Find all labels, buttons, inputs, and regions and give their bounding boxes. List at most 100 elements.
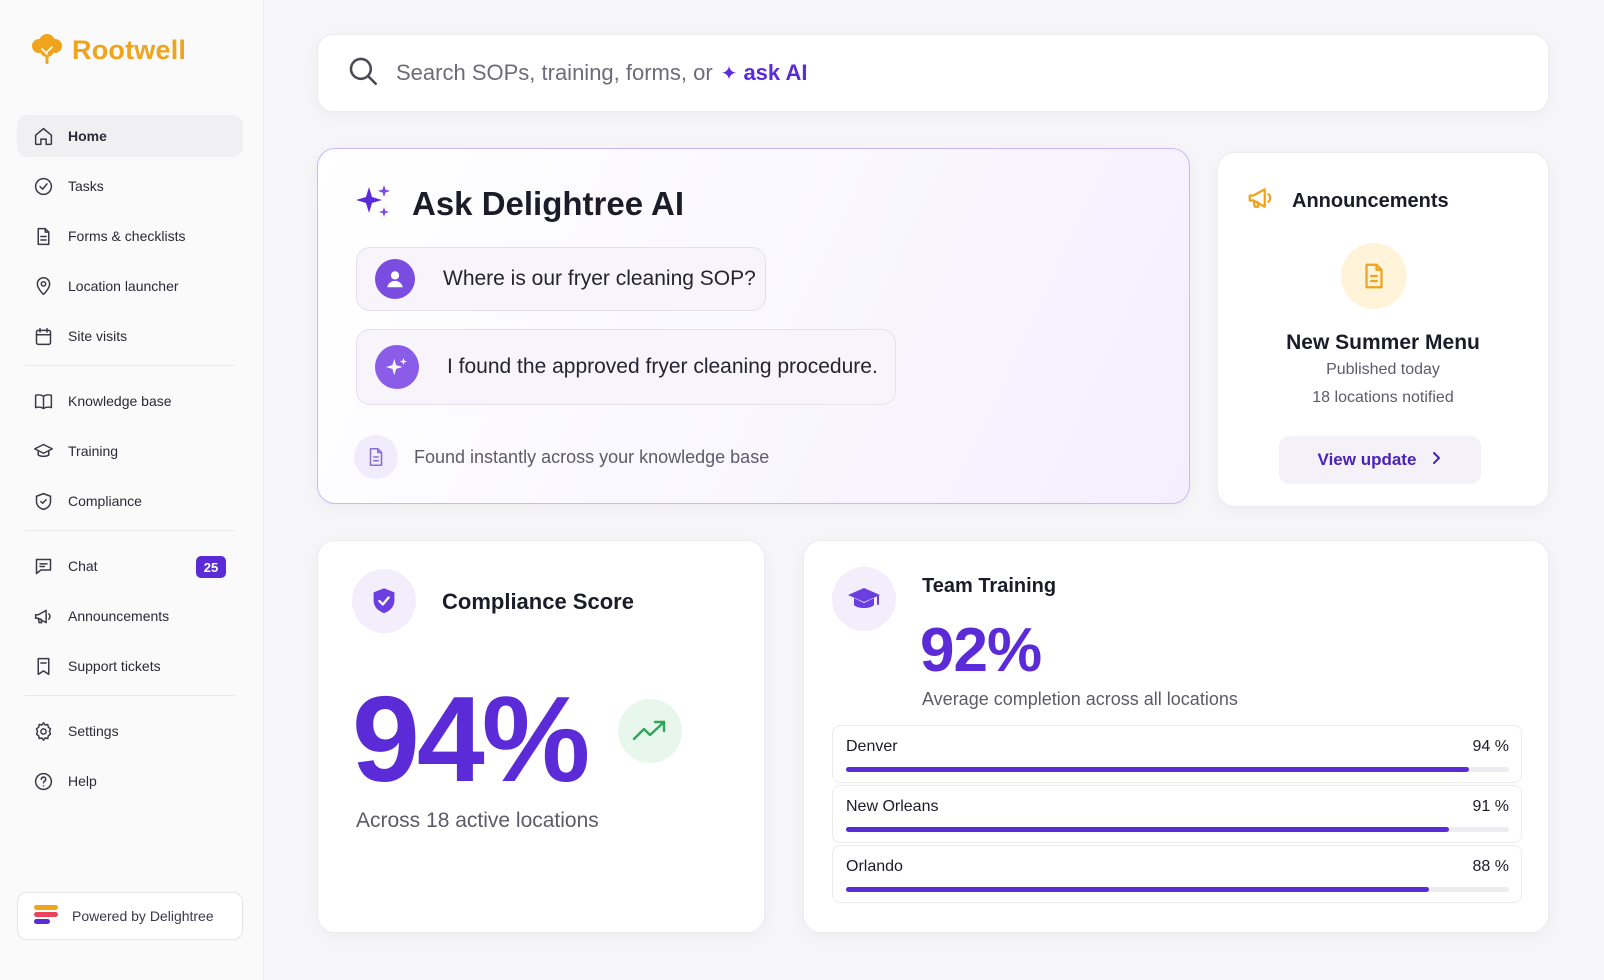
- sidebar-item-label: Help: [68, 773, 97, 789]
- help-circle-icon: [32, 770, 54, 792]
- sidebar-item-label: Forms & checklists: [68, 228, 186, 244]
- location-percent: 88 %: [1472, 858, 1509, 875]
- sidebar-item-training[interactable]: Training: [17, 430, 243, 472]
- training-average-value: 92%: [920, 616, 1042, 685]
- sidebar-item-label: Site visits: [68, 328, 128, 344]
- announcements-card: Announcements New Summer Menu Published …: [1217, 152, 1549, 507]
- progress-fill: [846, 767, 1470, 772]
- location-progress-list: Denver 94 % New Orleans 91 % Orlando 88 …: [832, 725, 1522, 905]
- announcement-published: Published today: [1326, 361, 1440, 378]
- location-row-denver[interactable]: Denver 94 %: [832, 725, 1522, 783]
- trend-up-icon: [618, 699, 682, 763]
- user-question-bubble: Where is our fryer cleaning SOP?: [356, 247, 766, 311]
- shield-check-icon: [352, 569, 416, 633]
- progress-track: [846, 887, 1509, 892]
- map-pin-icon: [32, 275, 54, 297]
- sidebar-item-support-tickets[interactable]: Support tickets: [17, 645, 243, 687]
- announcements-heading: Announcements: [1292, 189, 1449, 212]
- sidebar: Rootwell Home Tasks Forms & checklists L…: [0, 0, 264, 980]
- powered-by-badge[interactable]: Powered by Delightree: [17, 892, 243, 940]
- ai-footer-text: Found instantly across your knowledge ba…: [414, 446, 770, 467]
- view-update-button[interactable]: View update: [1279, 436, 1481, 484]
- search-placeholder: Search SOPs, training, forms, or: [396, 60, 713, 85]
- sidebar-item-compliance[interactable]: Compliance: [17, 480, 243, 522]
- ask-ai-link[interactable]: ask AI: [743, 60, 808, 85]
- sidebar-item-forms[interactable]: Forms & checklists: [17, 215, 243, 257]
- team-training-card[interactable]: Team Training 92% Average completion acr…: [803, 540, 1549, 933]
- sidebar-item-site-visits[interactable]: Site visits: [17, 315, 243, 357]
- shield-check-icon: [32, 490, 54, 512]
- compliance-title: Compliance Score: [442, 589, 634, 614]
- graduation-cap-icon: [32, 440, 54, 462]
- nav-divider: [25, 695, 235, 696]
- global-search-bar[interactable]: Search SOPs, training, forms, or ✦ ask AI: [317, 34, 1549, 112]
- graduation-cap-icon: [832, 567, 896, 631]
- location-percent: 94 %: [1472, 738, 1509, 755]
- ask-ai-card[interactable]: Ask Delightree AI Where is our fryer cle…: [317, 148, 1190, 504]
- brand-logo[interactable]: Rootwell: [30, 30, 186, 71]
- location-name: Orlando: [846, 858, 903, 875]
- user-question-text: Where is our fryer cleaning SOP?: [443, 267, 756, 290]
- training-subtitle: Average completion across all locations: [922, 689, 1238, 709]
- ai-avatar-icon: [375, 345, 419, 389]
- home-icon: [32, 125, 54, 147]
- gear-icon: [32, 720, 54, 742]
- book-icon: [32, 390, 54, 412]
- user-avatar-icon: [375, 259, 415, 299]
- sidebar-item-label: Announcements: [68, 608, 170, 624]
- delightree-logo-icon: [32, 903, 60, 930]
- view-update-label: View update: [1317, 450, 1417, 469]
- progress-track: [846, 767, 1509, 772]
- location-row-new-orleans[interactable]: New Orleans 91 %: [832, 785, 1522, 843]
- location-row-orlando[interactable]: Orlando 88 %: [832, 845, 1522, 903]
- nav-divider: [25, 530, 235, 531]
- nav-divider: [25, 365, 235, 366]
- sidebar-item-location-launcher[interactable]: Location launcher: [17, 265, 243, 307]
- sidebar-item-label: Compliance: [68, 493, 142, 509]
- megaphone-icon: [1244, 183, 1278, 219]
- ai-card-header: Ask Delightree AI: [356, 183, 684, 224]
- location-name: Denver: [846, 738, 898, 755]
- chat-icon: [32, 555, 54, 577]
- location-name: New Orleans: [846, 798, 939, 815]
- compliance-score-card[interactable]: Compliance Score 94% Across 18 active lo…: [317, 540, 765, 933]
- progress-fill: [846, 887, 1430, 892]
- ticket-icon: [32, 655, 54, 677]
- check-circle-icon: [32, 175, 54, 197]
- document-icon: [354, 435, 398, 479]
- document-icon: [32, 225, 54, 247]
- brand-name: Rootwell: [72, 35, 187, 65]
- sidebar-item-help[interactable]: Help: [17, 760, 243, 802]
- chevron-right-icon: [1430, 450, 1442, 470]
- ai-answer-text: I found the approved fryer cleaning proc…: [447, 355, 878, 378]
- sidebar-item-label: Home: [68, 128, 107, 144]
- sidebar-item-label: Tasks: [68, 178, 104, 194]
- announcement-title: New Summer Menu: [1286, 331, 1480, 354]
- ai-card-title: Ask Delightree AI: [412, 184, 685, 222]
- sidebar-item-label: Location launcher: [68, 278, 179, 294]
- sidebar-item-label: Support tickets: [68, 658, 161, 674]
- announcement-document-icon: [1341, 243, 1407, 309]
- sidebar-nav: Home Tasks Forms & checklists Location l…: [17, 115, 243, 810]
- sidebar-item-label: Chat: [68, 558, 98, 574]
- tree-icon: [30, 30, 64, 71]
- ai-card-footer: Found instantly across your knowledge ba…: [354, 435, 769, 479]
- ai-answer-bubble[interactable]: I found the approved fryer cleaning proc…: [356, 329, 896, 405]
- sidebar-item-chat[interactable]: Chat 25: [17, 545, 243, 587]
- calendar-icon: [32, 325, 54, 347]
- announcement-notified: 18 locations notified: [1312, 389, 1454, 406]
- megaphone-icon: [32, 605, 54, 627]
- progress-track: [846, 827, 1509, 832]
- compliance-subtitle: Across 18 active locations: [356, 809, 599, 832]
- sidebar-item-knowledge-base[interactable]: Knowledge base: [17, 380, 243, 422]
- sidebar-item-label: Training: [68, 443, 119, 459]
- sidebar-item-tasks[interactable]: Tasks: [17, 165, 243, 207]
- search-icon: [346, 54, 380, 93]
- sidebar-item-announcements[interactable]: Announcements: [17, 595, 243, 637]
- search-input[interactable]: Search SOPs, training, forms, or ✦ ask AI: [396, 60, 807, 86]
- powered-by-label: Powered by Delightree: [72, 908, 214, 924]
- location-percent: 91 %: [1472, 798, 1509, 815]
- sidebar-item-settings[interactable]: Settings: [17, 710, 243, 752]
- progress-fill: [846, 827, 1450, 832]
- sidebar-item-home[interactable]: Home: [17, 115, 243, 157]
